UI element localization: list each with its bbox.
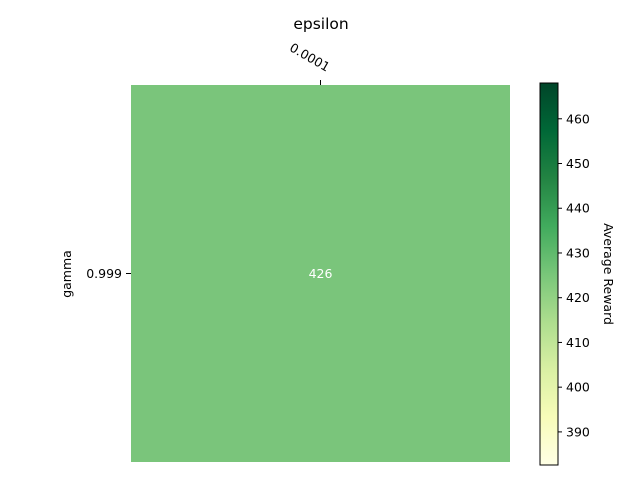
colorbar-tick-label: 400 — [566, 380, 590, 395]
y-axis-ticks: 0.999 — [86, 266, 131, 281]
colorbar-gradient — [539, 82, 559, 466]
colorbar-tick-label: 430 — [566, 245, 590, 260]
colorbar-tick-label: 440 — [566, 201, 590, 216]
colorbar-tick-label: 420 — [566, 290, 590, 305]
colorbar-tick-label: 390 — [566, 424, 590, 439]
colorbar-tick-label: 410 — [566, 335, 590, 350]
x-tick-label: 0.0001 — [287, 40, 332, 75]
plot-area: 426 — [131, 85, 510, 462]
heatmap-cell — [131, 85, 510, 462]
y-axis-label: gamma — [59, 250, 74, 298]
colorbar-tick-label: 450 — [566, 156, 590, 171]
x-axis-ticks: 0.0001 — [287, 40, 333, 85]
heatmap-cell-value: 426 — [309, 266, 333, 281]
colorbar-tick-label: 460 — [566, 111, 590, 126]
colorbar-label: Average Reward — [601, 223, 616, 325]
colorbar: 390 400 410 420 430 440 450 460 — [539, 82, 590, 466]
y-tick-label: 0.999 — [86, 266, 122, 281]
x-axis-label: epsilon — [293, 15, 348, 33]
